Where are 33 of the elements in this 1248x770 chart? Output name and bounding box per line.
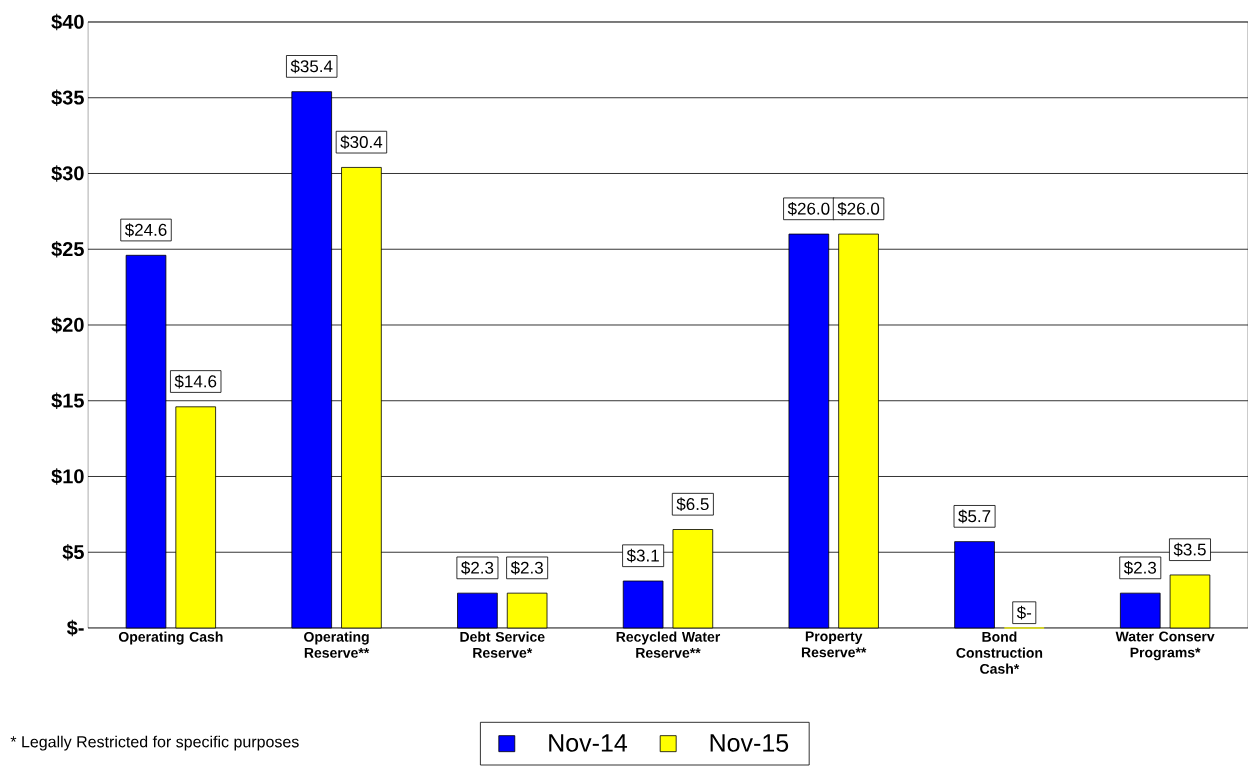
data-label: $26.0: [787, 201, 830, 216]
y-tick-label: $30: [51, 165, 84, 182]
x-tick-label: Recycled Water Reserve**: [616, 631, 721, 658]
legend-label: Nov-15: [710, 734, 789, 752]
data-label: $3.5: [1173, 542, 1206, 557]
y-tick-label: $35: [51, 89, 84, 106]
x-tick-label: Bond Construction Cash*: [956, 631, 1043, 674]
data-label: $26.0: [837, 201, 880, 216]
data-label: $6.5: [676, 497, 709, 512]
text: * Legally Restricted for specific purposes: [10, 735, 299, 751]
y-tick-label: $20: [51, 316, 84, 334]
data-label: $14.6: [174, 374, 217, 389]
x-tick-label: Operating Cash: [118, 631, 223, 645]
y-tick-label: $-: [66, 619, 84, 637]
data-label: $5.7: [958, 509, 991, 524]
x-tick-label: Property Reserve**: [801, 631, 867, 658]
data-label: $3.1: [626, 548, 659, 563]
x-tick-label: Operating Reserve**: [304, 631, 370, 658]
data-label: $24.6: [124, 223, 167, 237]
data-label: $35.4: [290, 59, 333, 74]
data-label: $30.4: [340, 135, 383, 150]
data-label: $-: [1016, 605, 1032, 620]
data-label: $2.3: [510, 560, 543, 575]
y-tick-label: $15: [51, 392, 84, 409]
y-tick-label: $10: [51, 468, 84, 485]
data-label: $2.3: [461, 560, 494, 575]
legend-label: Nov-14: [549, 734, 628, 752]
x-tick-label: Debt Service Reserve*: [460, 631, 545, 658]
x-tick-label: Water Conserv Programs*: [1115, 631, 1215, 661]
data-label: $2.3: [1123, 560, 1157, 575]
y-tick-label: $40: [51, 13, 84, 31]
y-tick-label: $5: [62, 544, 84, 561]
y-tick-label: $25: [51, 241, 84, 258]
